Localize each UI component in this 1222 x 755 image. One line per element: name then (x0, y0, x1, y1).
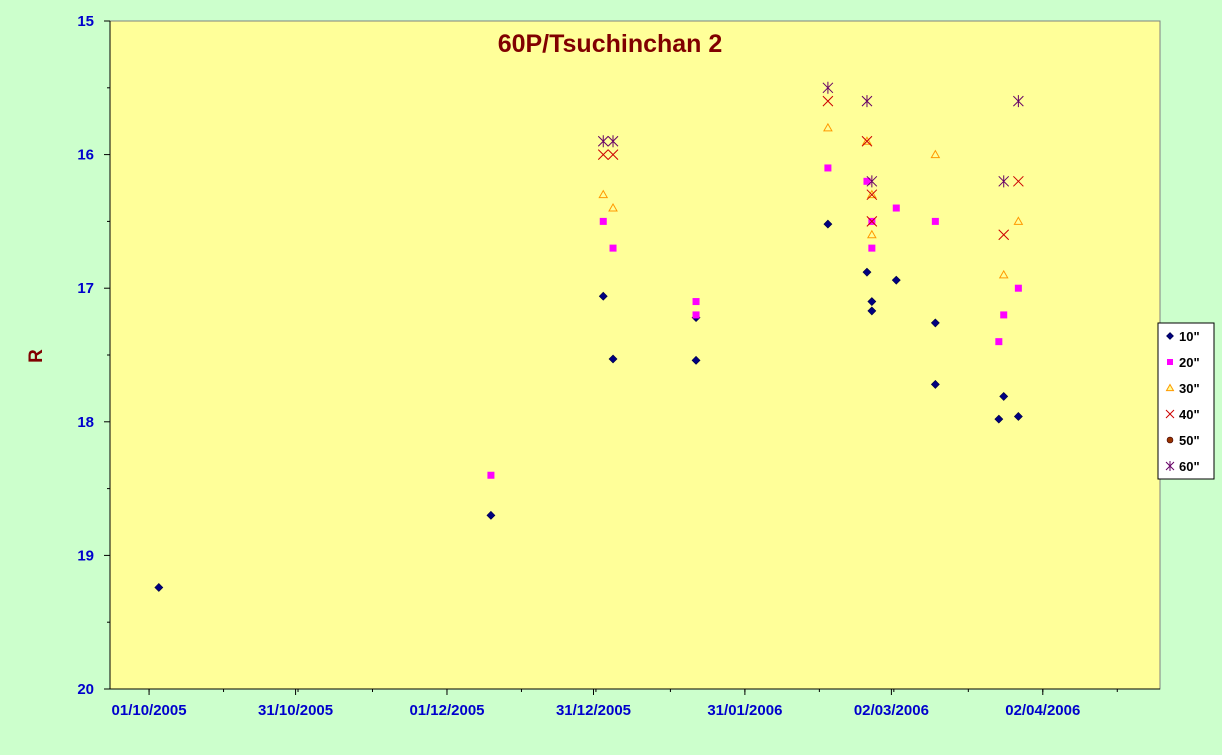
y-tick-label: 18 (77, 414, 94, 431)
data-point (822, 95, 834, 107)
data-point (1013, 412, 1023, 421)
x-tick-label: 31/10/2005 (258, 702, 333, 719)
data-point (486, 510, 496, 520)
data-point (598, 189, 609, 199)
y-tick-label: 16 (77, 147, 94, 164)
data-point (891, 275, 901, 285)
data-point (861, 95, 873, 108)
x-tick-label: 31/01/2006 (707, 702, 782, 719)
data-point (866, 216, 878, 227)
data-point (868, 244, 876, 252)
legend-marker (1166, 332, 1174, 340)
data-point (998, 229, 1010, 241)
data-point (598, 291, 608, 301)
data-point (609, 244, 617, 252)
data-point (1000, 311, 1008, 319)
series-4 (597, 95, 1024, 241)
data-point (866, 229, 877, 239)
data-point (691, 355, 701, 365)
data-point (995, 338, 1003, 346)
data-points (154, 81, 1024, 592)
data-point (1013, 95, 1024, 108)
y-tick-label: 19 (77, 547, 94, 564)
legend-label: 50" (1179, 433, 1200, 448)
data-point (823, 219, 833, 229)
data-point (823, 122, 833, 132)
legend-label: 10" (1179, 329, 1200, 344)
legend-entry: 20" (1167, 355, 1200, 370)
y-tick-label: 15 (77, 13, 94, 30)
legend-entry: 50" (1166, 433, 1200, 448)
data-point (597, 135, 609, 148)
legend-label: 40" (1179, 407, 1200, 422)
data-point (999, 391, 1009, 401)
legend: 10" 20" 30" 40" 50" 60" (1157, 322, 1215, 480)
legend-marker (1165, 461, 1175, 471)
legend-marker (1165, 383, 1175, 392)
y-ticks: 15 16 17 18 19 20 (77, 13, 110, 698)
data-point (931, 217, 939, 225)
x-tick-label: 02/03/2006 (854, 702, 929, 719)
data-point (930, 149, 941, 159)
data-point (599, 217, 607, 225)
data-point (824, 164, 832, 172)
legend-marker (1167, 359, 1173, 365)
legend-box (1157, 322, 1215, 480)
data-point (692, 311, 700, 319)
x-tick-label: 01/10/2005 (112, 702, 187, 719)
data-point (867, 306, 877, 316)
x-tick-label: 01/12/2005 (409, 702, 484, 719)
y-tick-label: 20 (77, 681, 94, 698)
x-tick-label: 02/04/2006 (1005, 702, 1080, 719)
data-point (607, 149, 619, 160)
legend-entry: 40" (1165, 407, 1200, 422)
legend-label: 20" (1179, 355, 1200, 370)
data-point (487, 471, 495, 479)
data-point (998, 175, 1010, 188)
y-axis-label: R (26, 349, 47, 363)
legend-label: 60" (1179, 459, 1200, 474)
x-ticks: 01/10/2005 31/10/2005 01/12/2005 31/12/2005… (112, 689, 1118, 719)
data-point (862, 267, 872, 277)
legend-entry: 10" (1166, 329, 1200, 344)
legend-entry: 60" (1165, 459, 1200, 474)
data-point (866, 189, 878, 201)
series-6 (597, 81, 1024, 188)
data-point (597, 149, 609, 160)
chart-title: 60P/Tsuchinchan 2 (498, 30, 723, 58)
data-point (998, 269, 1009, 279)
data-point (866, 175, 878, 188)
data-point (863, 177, 871, 185)
data-point (607, 135, 619, 148)
data-point (608, 203, 618, 212)
data-point (608, 354, 618, 364)
legend-marker (1165, 409, 1175, 419)
legend-items: 10" 20" 30" 40" 50" 60" (1165, 329, 1200, 474)
data-point (154, 583, 164, 592)
data-point (867, 297, 877, 306)
data-point (994, 414, 1004, 424)
data-point (930, 318, 940, 328)
plot-area (109, 20, 1161, 690)
data-point (930, 379, 940, 389)
y-tick-label: 17 (77, 280, 94, 297)
x-tick-label: 31/12/2005 (556, 702, 631, 719)
data-point (861, 135, 873, 147)
legend-marker (1166, 436, 1174, 444)
legend-label: 30" (1179, 381, 1200, 396)
data-point (1013, 175, 1024, 187)
data-point (1013, 216, 1024, 225)
data-point (892, 204, 900, 212)
data-point (822, 81, 834, 94)
data-point (692, 298, 700, 306)
data-point (1014, 284, 1022, 292)
legend-entry: 30" (1165, 381, 1200, 396)
